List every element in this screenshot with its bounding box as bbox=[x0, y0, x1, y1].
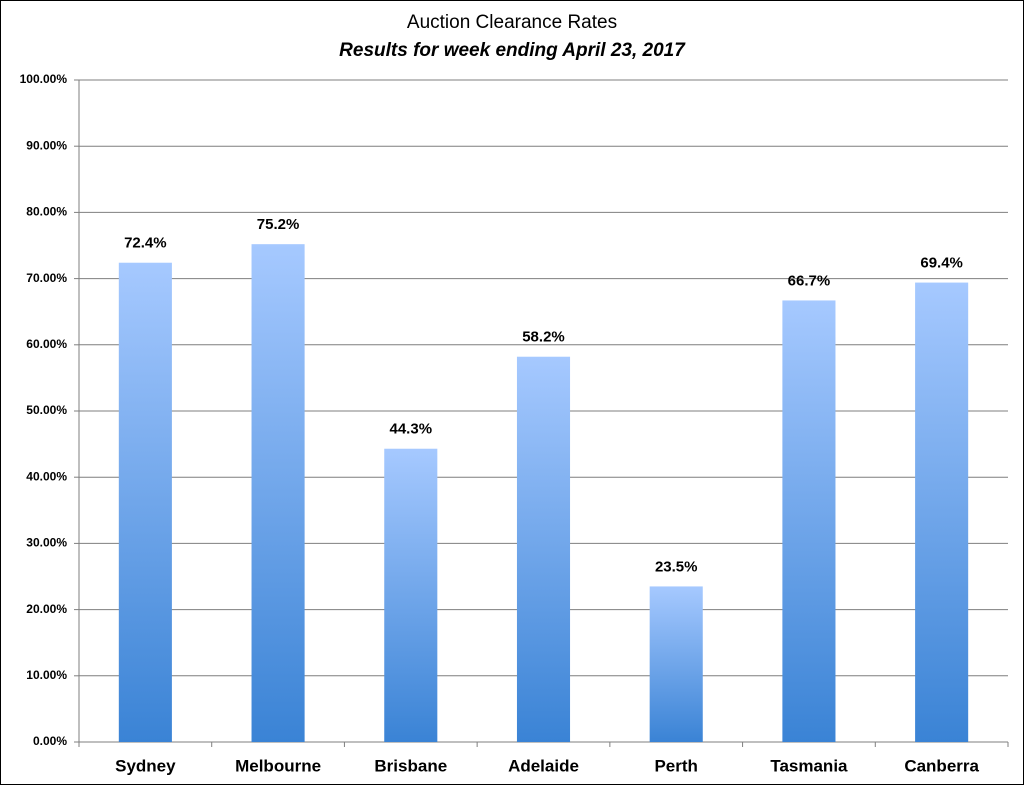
x-tick-label: Tasmania bbox=[770, 756, 848, 775]
value-label: 44.3% bbox=[390, 421, 433, 438]
y-tick-label: 40.00% bbox=[26, 469, 67, 483]
y-tick-label: 0.00% bbox=[33, 734, 67, 748]
y-tick-label: 80.00% bbox=[26, 205, 67, 219]
chart-subtitle: Results for week ending April 23, 2017 bbox=[339, 40, 686, 61]
y-tick-label: 60.00% bbox=[26, 337, 67, 351]
value-label: 72.4% bbox=[124, 235, 167, 252]
x-tick-label: Brisbane bbox=[374, 756, 447, 775]
chart-title: Auction Clearance Rates bbox=[407, 12, 617, 33]
x-tick-label: Melbourne bbox=[235, 756, 321, 775]
bar bbox=[782, 300, 836, 742]
y-tick-label: 10.00% bbox=[26, 668, 67, 682]
y-tick-label: 70.00% bbox=[26, 271, 67, 285]
bar bbox=[251, 244, 305, 742]
y-tick-label: 30.00% bbox=[26, 536, 67, 550]
y-tick-label: 50.00% bbox=[26, 403, 67, 417]
bar bbox=[384, 448, 438, 742]
bar bbox=[915, 282, 969, 742]
y-tick-label: 90.00% bbox=[26, 138, 67, 152]
bar bbox=[649, 586, 703, 742]
value-label: 69.4% bbox=[920, 255, 963, 272]
value-label: 75.2% bbox=[257, 216, 300, 233]
y-tick-label: 100.00% bbox=[20, 72, 68, 86]
x-tick-label: Perth bbox=[654, 756, 697, 775]
value-label: 23.5% bbox=[655, 558, 698, 575]
x-tick-label: Sydney bbox=[115, 756, 176, 775]
value-label: 66.7% bbox=[788, 272, 831, 289]
x-tick-label: Adelaide bbox=[508, 756, 579, 775]
x-tick-label: Canberra bbox=[904, 756, 979, 775]
y-tick-label: 20.00% bbox=[26, 602, 67, 616]
bar bbox=[118, 262, 172, 742]
bar bbox=[516, 356, 571, 742]
value-label: 58.2% bbox=[522, 329, 565, 346]
